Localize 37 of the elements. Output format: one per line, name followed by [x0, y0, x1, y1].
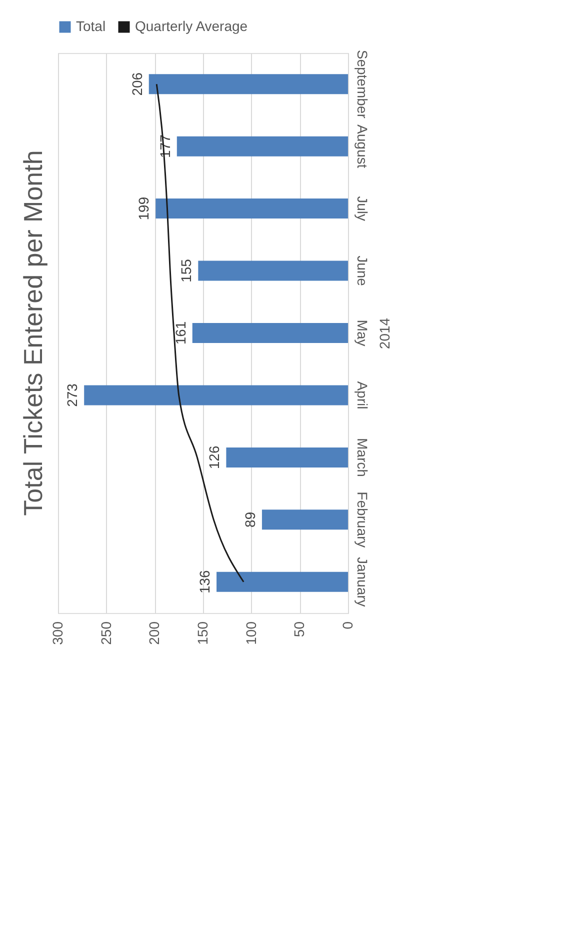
bar: [198, 260, 348, 281]
text: Total Tickets Entered per Month: [18, 150, 48, 516]
x-tick-label: 0: [340, 621, 356, 630]
x-tick-label: 250: [98, 621, 114, 645]
bar: [262, 510, 348, 530]
y-tick-label: September: [354, 50, 370, 119]
bar: [148, 74, 348, 94]
legend-label: Total: [76, 18, 106, 34]
y-axis-title: 2014: [376, 318, 392, 350]
x-tick-label: 50: [291, 621, 308, 638]
y-tick-label: July: [354, 196, 370, 222]
x-tick-label: 100: [242, 621, 259, 645]
y-tick-label: August: [354, 124, 370, 168]
data-label: 136: [196, 570, 213, 594]
bar: [156, 198, 348, 219]
y-tick-label: February: [354, 492, 370, 548]
y-tick-label: May: [354, 320, 370, 346]
data-label: 161: [172, 321, 188, 345]
y-tick-label: June: [354, 256, 370, 286]
y-tick-label: April: [354, 381, 370, 410]
data-label: 273: [64, 383, 80, 407]
x-tick-label: 200: [146, 621, 162, 645]
data-label: 199: [136, 196, 152, 220]
y-tick-label: March: [354, 438, 370, 477]
data-label: 89: [242, 512, 258, 528]
x-tick-label: 300: [50, 621, 66, 645]
legend-label: Quarterly Average: [135, 18, 248, 34]
x-tick-label: 150: [194, 621, 210, 645]
bar: [216, 572, 348, 592]
data-label: 155: [178, 258, 194, 282]
bar: [226, 447, 348, 468]
y-tick-label: January: [354, 556, 370, 607]
bar: [192, 323, 348, 343]
data-label: 126: [206, 446, 222, 470]
bar: [176, 136, 348, 156]
bar: [84, 385, 348, 406]
data-label: 206: [128, 72, 145, 96]
